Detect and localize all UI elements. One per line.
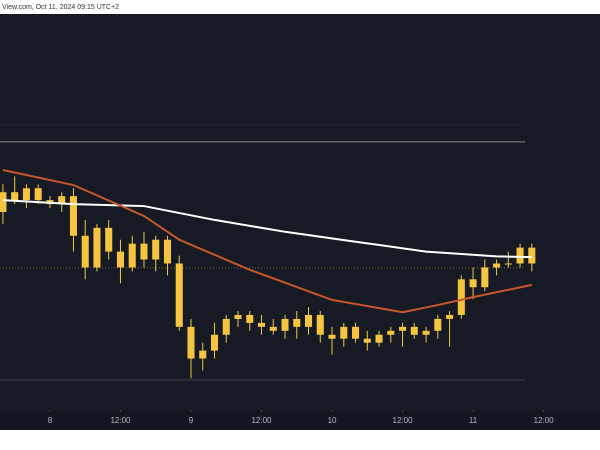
candle-body [363, 338, 371, 343]
candle-body [163, 239, 172, 264]
candle-body [399, 326, 407, 331]
chart-title: View.com, Oct 11, 2024 09:15 UTC+2 [2, 4, 119, 11]
candle-body [504, 263, 512, 265]
x-tick-label: 11 [469, 416, 478, 425]
candle-body [93, 227, 101, 268]
candle-body [187, 326, 195, 359]
candle-body [493, 263, 501, 268]
x-axis-bar [0, 410, 600, 430]
candle-body [434, 318, 442, 331]
candle-body [105, 227, 113, 252]
candle-body [328, 334, 336, 339]
candle-body [152, 239, 160, 260]
moving-average-line [2, 169, 533, 314]
x-tick-label: 12:00 [251, 416, 272, 425]
header-bar [0, 0, 600, 14]
candle-body [175, 263, 183, 327]
candle-body [352, 326, 360, 339]
candle-body [34, 188, 42, 201]
candle-body [446, 314, 454, 319]
candle-body [22, 188, 30, 201]
candle-body [246, 314, 254, 323]
candle-body [457, 279, 465, 315]
candle-body [199, 350, 207, 359]
x-tick-label: 10 [328, 416, 337, 425]
candle-body [81, 235, 89, 268]
candle-body [128, 243, 136, 268]
moving-average-line [2, 199, 532, 259]
candle-body [257, 322, 266, 327]
candle-body [269, 326, 277, 331]
candle-body [293, 318, 301, 327]
candle-body [422, 330, 430, 335]
candle-body [58, 196, 66, 205]
candle-body [234, 314, 242, 319]
x-tick-label: 8 [48, 416, 53, 425]
candle-body [116, 251, 124, 268]
plot-area [0, 14, 600, 410]
candle-body [340, 326, 348, 339]
candle-body [281, 318, 289, 331]
candle-body [222, 318, 230, 335]
candle-body [516, 247, 524, 264]
candle-body [0, 192, 7, 212]
candle-body [387, 330, 395, 335]
x-tick-label: 12:00 [393, 416, 414, 425]
candle-body [528, 247, 536, 264]
candle-body [469, 279, 477, 288]
x-tick-label: 9 [189, 416, 194, 425]
candle-body [69, 196, 77, 236]
candle-body [410, 326, 418, 335]
candle-body [316, 314, 324, 335]
candle-body [210, 334, 219, 351]
x-tick-label: 12:00 [534, 416, 555, 425]
candle-body [481, 267, 489, 288]
candle-body [140, 243, 148, 260]
candle-body [304, 314, 313, 327]
candle-body [375, 334, 383, 343]
x-tick-label: 12:00 [110, 416, 131, 425]
candle-body [11, 192, 19, 201]
